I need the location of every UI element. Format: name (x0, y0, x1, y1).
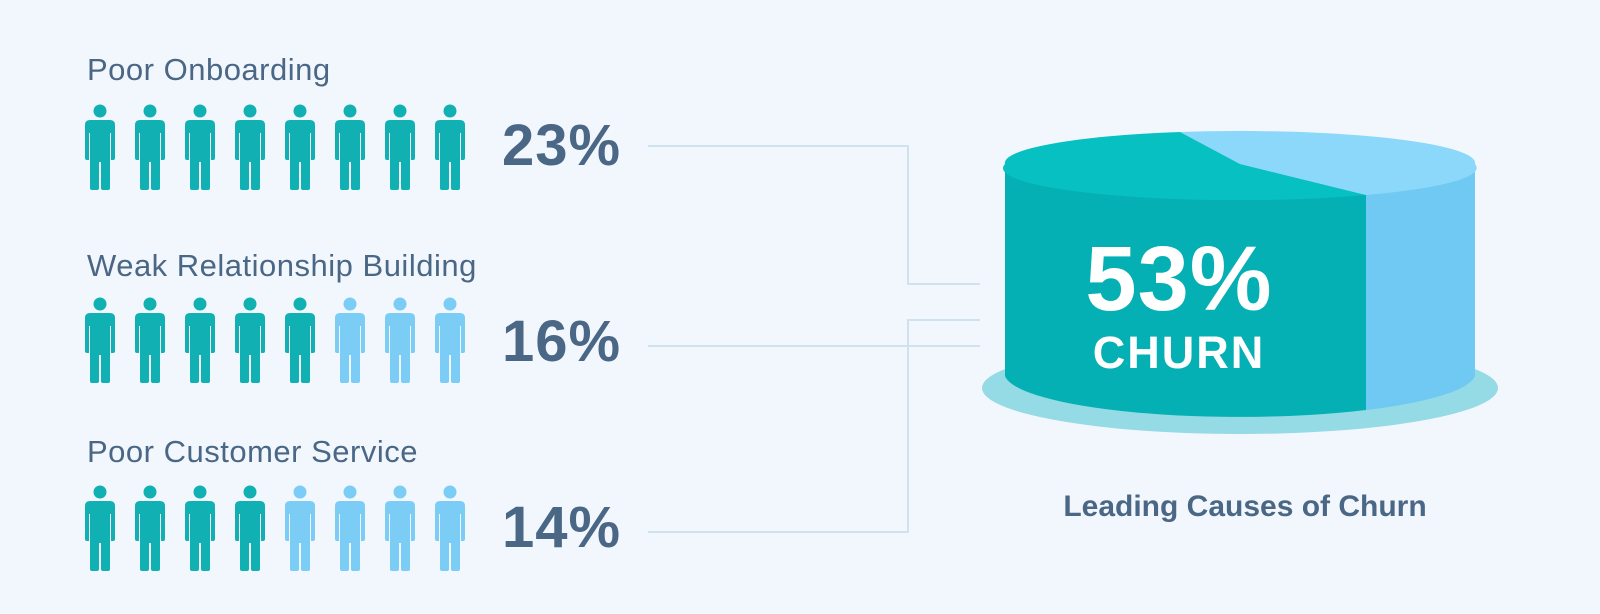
person-icon (435, 485, 465, 571)
person-icon (285, 297, 315, 383)
person-icon (135, 485, 165, 571)
person-icon (385, 485, 415, 571)
cake-top-slice (1180, 130, 1477, 195)
people-row-2 (82, 485, 482, 571)
person-icon (385, 297, 415, 383)
people-row-0 (82, 104, 482, 190)
person-icon (185, 485, 215, 571)
connector-line-onboarding (648, 145, 980, 285)
person-icon (335, 104, 365, 190)
person-icon (85, 104, 115, 190)
person-icon (135, 297, 165, 383)
churn-cake-chart (982, 130, 1498, 434)
person-icon (385, 104, 415, 190)
person-icon (235, 297, 265, 383)
value-label-1: 16% (502, 309, 622, 374)
category-label-0: Poor Onboarding (87, 52, 331, 87)
people-row-1 (82, 297, 482, 383)
value-label-0: 23% (502, 113, 622, 178)
person-icon (435, 297, 465, 383)
person-icon (85, 485, 115, 571)
value-label-2: 14% (502, 495, 622, 560)
person-icon (235, 485, 265, 571)
person-icon (185, 297, 215, 383)
category-label-1: Weak Relationship Building (87, 248, 477, 283)
cake-side-slice (1366, 164, 1475, 410)
person-icon (135, 104, 165, 190)
category-label-2: Poor Customer Service (87, 434, 418, 469)
cake-top-main (1003, 132, 1366, 201)
person-icon (185, 104, 215, 190)
person-icon (435, 104, 465, 190)
person-icon (335, 485, 365, 571)
churn-total-value: 53% (1085, 228, 1273, 330)
churn-total-label: CHURN (1092, 327, 1266, 378)
chart-title: Leading Causes of Churn (1063, 490, 1427, 523)
connector-line-service (648, 319, 980, 533)
person-icon (85, 297, 115, 383)
person-icon (285, 104, 315, 190)
cake-side-main (1005, 164, 1366, 417)
person-icon (335, 297, 365, 383)
person-icon (285, 485, 315, 571)
person-icon (235, 104, 265, 190)
